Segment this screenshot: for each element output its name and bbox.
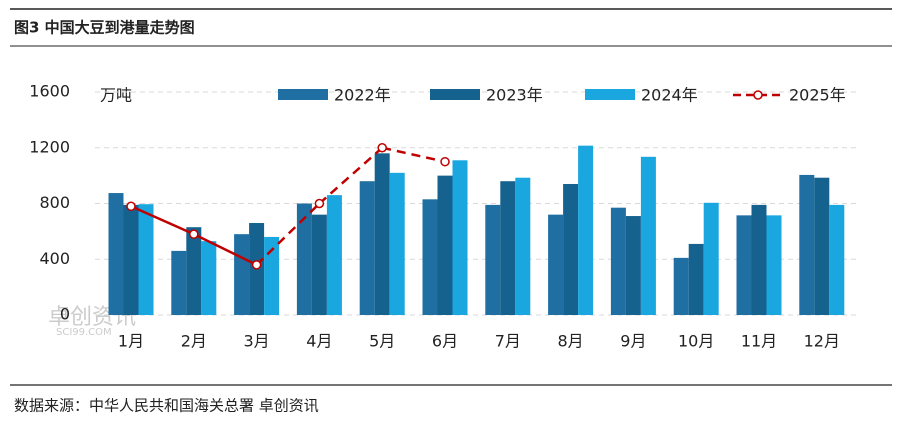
x-tick-label: 6月 <box>432 332 458 351</box>
bar <box>138 204 154 315</box>
bar <box>311 214 327 315</box>
bar <box>186 227 202 315</box>
line-point <box>314 198 325 209</box>
line-point <box>251 260 262 270</box>
x-tick-label: 11月 <box>741 332 777 351</box>
bar <box>359 181 375 315</box>
bar <box>234 234 250 315</box>
bar <box>688 243 704 315</box>
bar <box>736 215 752 315</box>
bar <box>485 204 501 315</box>
x-tick-label: 7月 <box>495 332 521 351</box>
x-tick-label: 3月 <box>244 332 270 351</box>
legend-swatch <box>278 89 328 100</box>
line-point <box>377 143 387 153</box>
bar <box>389 172 405 315</box>
line-segment <box>193 233 258 266</box>
source: 数据来源：中华人民共和国海关总署 卓创资讯 <box>14 397 319 415</box>
unit-label: 万吨 <box>100 86 132 105</box>
legend-label: 2024年 <box>641 86 698 105</box>
x-tick-label: 1月 <box>118 332 144 351</box>
y-tick-label: 0 <box>60 305 70 324</box>
bar <box>799 174 815 315</box>
bar <box>422 199 438 315</box>
bar <box>548 214 564 315</box>
line-point <box>189 229 199 239</box>
bar <box>578 145 594 315</box>
bar <box>751 204 767 315</box>
bar <box>500 181 516 315</box>
bar <box>264 236 280 315</box>
bar <box>703 202 719 315</box>
x-tick-label: 5月 <box>369 332 395 351</box>
x-tick-label: 12月 <box>804 332 840 351</box>
x-tick-label: 2月 <box>181 332 207 351</box>
bar <box>171 250 187 315</box>
x-tick-label: 10月 <box>678 332 714 351</box>
legend-label: 2022年 <box>334 86 391 105</box>
bar <box>625 216 641 315</box>
y-tick-label: 800 <box>39 193 70 212</box>
bar <box>515 177 531 315</box>
line-point <box>440 156 450 167</box>
bar <box>201 241 217 315</box>
bar <box>296 203 312 315</box>
bar <box>123 204 139 315</box>
x-tick-label: 4月 <box>306 332 332 351</box>
line-point <box>126 201 136 212</box>
y-tick-label: 400 <box>39 249 70 268</box>
bar <box>673 257 689 315</box>
x-tick-label: 9月 <box>620 332 646 351</box>
y-tick-label: 1200 <box>29 137 70 156</box>
bar <box>610 207 626 315</box>
chart-title: 图3 中国大豆到港量走势图 <box>14 19 195 37</box>
y-tick-label: 1600 <box>29 82 70 101</box>
line-segment <box>381 146 446 163</box>
bar <box>814 177 830 315</box>
legend-label: 2025年 <box>789 86 846 105</box>
watermark: SCI99.COM <box>56 327 112 338</box>
legend-marker <box>753 90 763 100</box>
legend-swatch <box>430 89 480 100</box>
bar <box>640 156 656 315</box>
legend-swatch <box>585 89 635 100</box>
bar <box>437 175 453 315</box>
bar <box>374 153 390 315</box>
bar <box>829 204 845 315</box>
bar <box>563 183 579 315</box>
bar <box>108 193 124 315</box>
legend-label: 2023年 <box>486 86 543 105</box>
bar <box>766 215 782 315</box>
line-segment <box>130 205 195 236</box>
bar <box>452 160 468 315</box>
bar <box>326 195 342 315</box>
x-tick-label: 8月 <box>558 332 584 351</box>
